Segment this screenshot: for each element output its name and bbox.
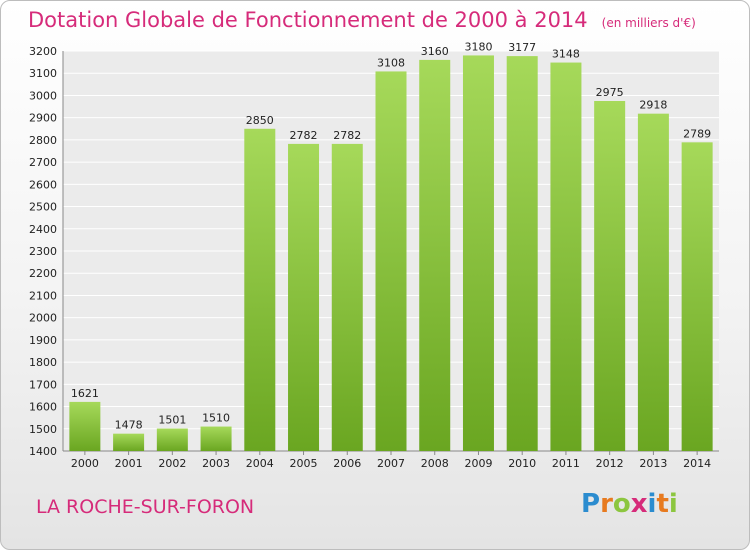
y-tick-label: 1400 [29, 445, 57, 458]
data-label-2004: 2850 [246, 114, 274, 127]
data-label-2005: 2782 [290, 129, 318, 142]
chart-title-text: Dotation Globale de Fonctionnement de 20… [28, 8, 588, 32]
x-tick-label-2012: 2012 [596, 457, 624, 470]
proxiti-logo: Proxiti [581, 489, 678, 519]
y-tick-label: 2500 [29, 201, 57, 214]
logo-letter: P [581, 489, 601, 519]
bar-2002 [156, 428, 188, 451]
bar-2007 [375, 71, 407, 451]
y-tick-label: 2200 [29, 267, 57, 280]
city-name: LA ROCHE-SUR-FORON [36, 496, 255, 518]
data-label-2006: 2782 [333, 129, 361, 142]
x-tick-label-2013: 2013 [639, 457, 667, 470]
data-label-2012: 2975 [596, 86, 624, 99]
data-label-2009: 3180 [464, 40, 492, 53]
logo-letter: i [668, 489, 678, 519]
y-tick-label: 2800 [29, 134, 57, 147]
y-tick-label: 1600 [29, 401, 57, 414]
logo-letter: x [630, 489, 648, 519]
bar-2008 [419, 59, 451, 452]
y-tick-label: 2400 [29, 223, 57, 236]
bar-2011 [550, 62, 582, 452]
x-tick-label-2003: 2003 [202, 457, 230, 470]
x-tick-label-2007: 2007 [377, 457, 405, 470]
bar-2004 [244, 128, 276, 451]
y-tick-label: 1800 [29, 356, 57, 369]
y-tick-label: 3200 [29, 45, 57, 58]
data-label-2014: 2789 [683, 127, 711, 140]
x-tick-label-2001: 2001 [115, 457, 143, 470]
logo-letter: t [656, 489, 669, 519]
logo-letter: o [612, 489, 631, 519]
y-tick-label: 1900 [29, 334, 57, 347]
y-tick-label: 2300 [29, 245, 57, 258]
y-tick-label: 1700 [29, 378, 57, 391]
x-tick-label-2006: 2006 [333, 457, 361, 470]
data-label-2007: 3108 [377, 56, 405, 69]
y-tick-label: 2700 [29, 156, 57, 169]
y-tick-label: 1500 [29, 423, 57, 436]
y-tick-label: 3100 [29, 67, 57, 80]
bar-2010 [506, 56, 538, 451]
logo-letter: r [600, 489, 613, 519]
data-label-2008: 3160 [421, 45, 449, 58]
bar-2013 [637, 113, 669, 452]
y-tick-label: 2100 [29, 289, 57, 302]
data-label-2010: 3177 [508, 41, 536, 54]
chart-title: Dotation Globale de Fonctionnement de 20… [28, 8, 696, 32]
chart-subtitle: (en milliers d'€) [601, 16, 696, 30]
x-tick-label-2005: 2005 [290, 457, 318, 470]
y-tick-label: 3000 [29, 89, 57, 102]
logo-letter: i [647, 489, 657, 519]
x-tick-label-2010: 2010 [508, 457, 536, 470]
bar-2014 [681, 142, 713, 452]
bar-2009 [462, 55, 494, 451]
x-tick-label-2014: 2014 [683, 457, 711, 470]
bar-2006 [331, 143, 363, 451]
bar-2012 [594, 101, 626, 451]
bar-2003 [200, 426, 232, 451]
data-label-2013: 2918 [639, 99, 667, 112]
data-label-2000: 1621 [71, 387, 99, 400]
data-label-2003: 1510 [202, 412, 230, 425]
bar-2000 [69, 401, 101, 451]
x-tick-label-2009: 2009 [464, 457, 492, 470]
x-tick-label-2004: 2004 [246, 457, 274, 470]
y-tick-label: 2900 [29, 112, 57, 125]
data-label-2002: 1501 [158, 414, 186, 427]
y-tick-label: 2000 [29, 312, 57, 325]
bar-2005 [288, 143, 320, 451]
data-label-2001: 1478 [115, 419, 143, 432]
x-tick-label-2000: 2000 [71, 457, 99, 470]
data-label-2011: 3148 [552, 48, 580, 61]
x-tick-label-2008: 2008 [421, 457, 449, 470]
x-tick-label-2011: 2011 [552, 457, 580, 470]
bar-2001 [113, 433, 145, 451]
x-tick-label-2002: 2002 [158, 457, 186, 470]
y-tick-label: 2600 [29, 178, 57, 191]
